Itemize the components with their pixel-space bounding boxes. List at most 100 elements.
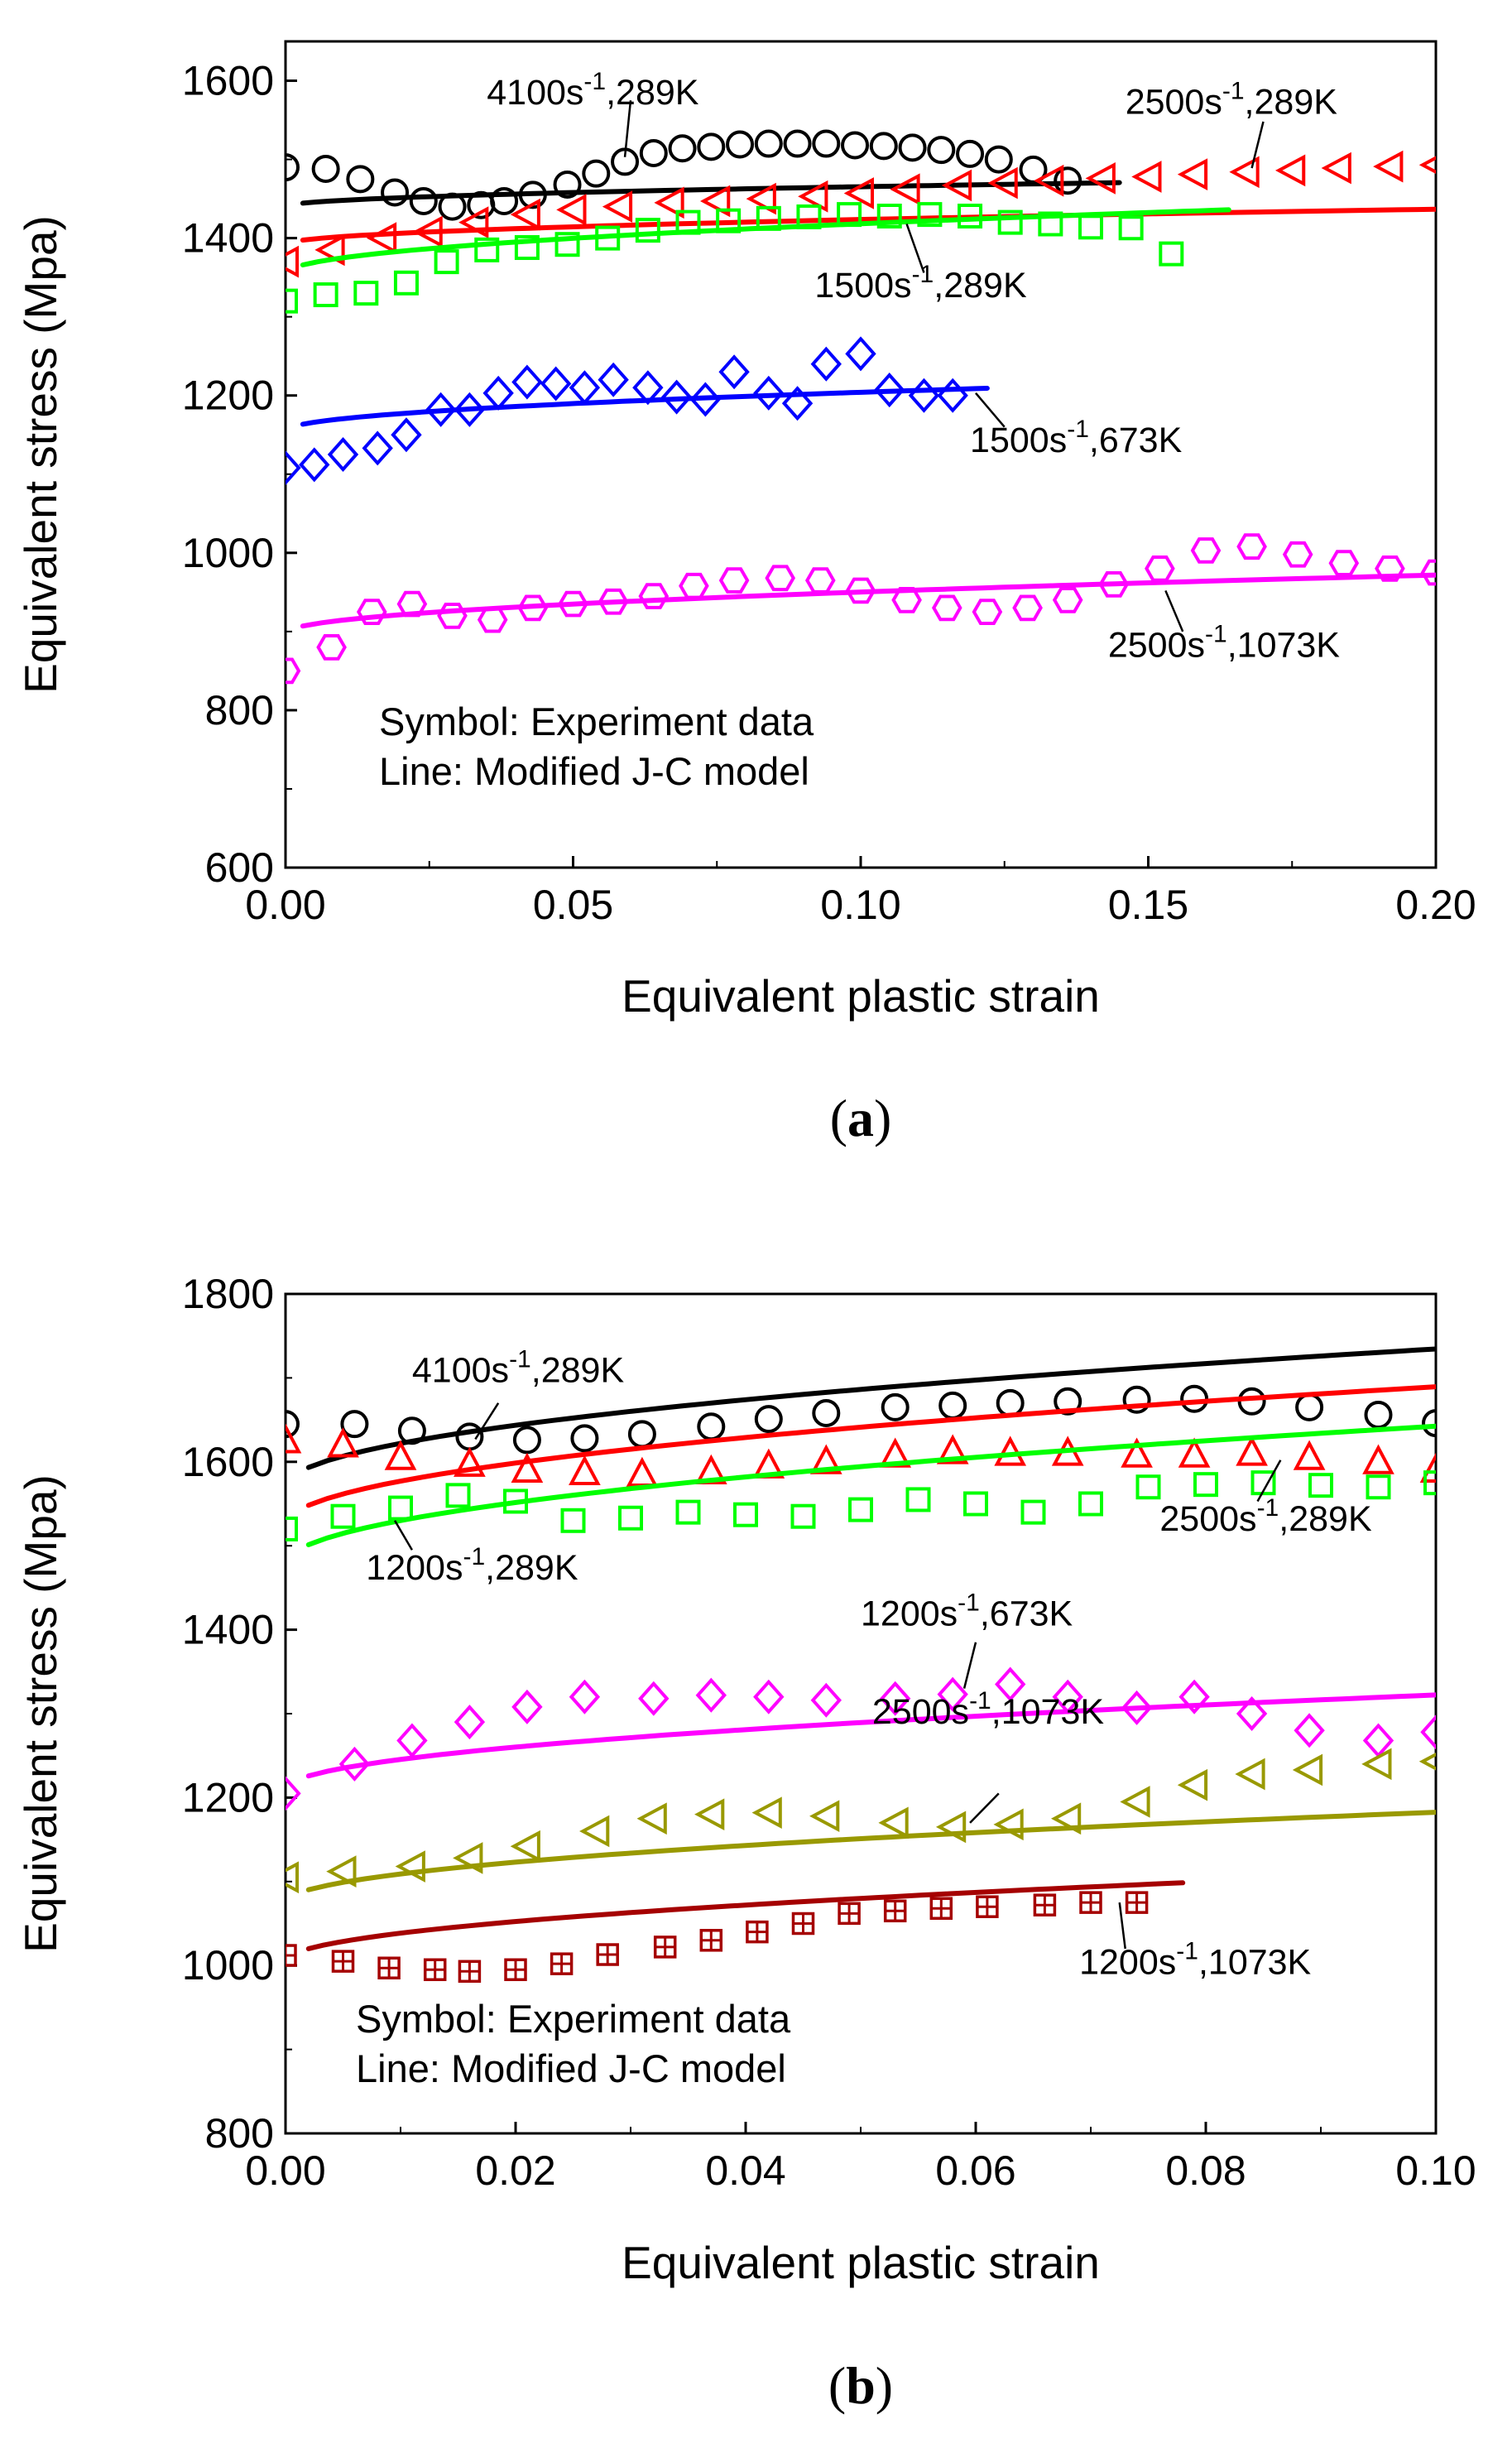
y-tick-label-a-1: 800 [205,687,274,733]
marker-b-1200-1073-1 [331,1950,355,1973]
series-label-a-2500-1073-main: 2500s [1108,625,1205,665]
marker-b-2500-1073-15 [1177,1768,1208,1801]
marker-b-4100-289-12 [996,1388,1025,1417]
marker-b-4100-289-6 [627,1420,656,1449]
marker-b-2500-289-3 [454,1446,486,1477]
series-label-b-2500-1073-sup: -1 [969,1687,991,1714]
marker-a-2500-1073-1 [316,634,347,661]
marker-a-1500-673-22 [937,378,968,413]
plot-frame-a [284,40,1438,869]
leader-line-a-1500-289 [905,224,925,273]
marker-a-1500-289-21 [1118,215,1144,241]
chart-panel-b: 800 1000 1200 1400 1600 1800 0.00 0.02 0.04 0.06 0… [15,1271,1476,2415]
series-label-a-1500-673-sup: -1 [1067,416,1089,443]
marker-a-1500-673-13 [660,379,693,415]
marker-a-1500-289-2 [353,281,379,306]
marker-b-2500-1073-16 [1235,1758,1265,1791]
y-axis-title-a: Equivalent stress (Mpa) [15,215,66,694]
marker-b-1200-1073-18 [1125,1891,1149,1914]
marker-a-1500-673-14 [689,382,722,417]
marker-a-2500-289-19 [1177,158,1208,190]
marker-a-1500-289-0 [286,288,298,314]
marker-b-1200-673-17 [1294,1713,1325,1748]
series-label-b-1200-289-tail: ,289K [485,1548,578,1588]
y-tick-label-b-2: 1200 [182,1774,274,1820]
panel-caption-letter-a: a [847,1089,874,1147]
marker-a-4100-289-20 [869,132,898,161]
marker-a-1500-673-12 [632,370,664,406]
marker-b-1200-673-3 [454,1705,486,1740]
series-label-b-1200-1073-main: 1200s [1079,1942,1176,1982]
marker-b-2500-1073-14 [1120,1786,1150,1818]
marker-b-1200-673-6 [638,1681,670,1716]
marker-a-1500-673-17 [781,386,814,421]
marker-a-4100-289-8 [518,180,547,209]
marker-a-4100-289-24 [984,145,1013,174]
marker-b-1200-1073-13 [883,1899,907,1923]
marker-a-2500-289-16 [1034,164,1064,197]
leader-line-a-1500-673 [975,392,1006,428]
x-tick-label-a-3: 0.15 [1108,882,1188,928]
series-a-2500-289 [286,150,1436,278]
marker-b-1200-673-4 [511,1689,543,1724]
marker-b-1200-673-15 [1178,1679,1210,1714]
series-label-a-1500-289-main: 1500s [814,266,911,305]
series-label-b-1200-1073: 1200s-1,1073K [1079,1937,1311,1982]
marker-b-1200-1073-14 [929,1897,953,1920]
x-tick-label-a-4: 0.20 [1395,882,1476,928]
marker-b-1200-1073-7 [596,1943,619,1966]
marker-a-2500-1073-0 [286,657,301,685]
marker-b-1200-289-15 [1135,1474,1161,1500]
marker-b-2500-1073-1 [326,1855,357,1888]
marker-a-4100-289-7 [490,186,519,215]
marker-b-2500-289-18 [1362,1444,1394,1474]
plot-area-a [286,129,1436,685]
marker-b-1200-289-2 [388,1495,413,1521]
marker-a-1500-673-15 [718,354,750,390]
marker-a-2500-1073-20 [1098,571,1130,598]
series-label-b-2500-1073-main: 2500s [872,1692,969,1732]
marker-a-2500-1073-17 [972,599,1003,625]
marker-a-2500-1073-24 [1282,541,1313,568]
marker-b-1200-289-9 [790,1503,816,1529]
marker-a-2500-1073-7 [558,590,588,618]
marker-a-1500-289-18 [997,209,1023,235]
marker-b-4100-289-14 [1122,1385,1151,1414]
y-tick-label-a-2: 1000 [182,530,274,576]
marker-b-2500-1073-8 [751,1796,782,1829]
marker-b-4100-289-9 [812,1398,841,1427]
marker-b-4100-289-7 [697,1412,726,1441]
marker-a-1500-289-4 [434,249,459,275]
marker-a-4100-289-2 [346,165,375,194]
marker-a-1500-289-10 [675,209,701,235]
series-label-a-1500-289-tail: ,289K [934,266,1027,305]
marker-a-4100-289-19 [841,131,870,160]
marker-a-1500-673-9 [540,366,572,402]
marker-a-2500-1073-3 [396,590,428,618]
series-label-b-1200-673: 1200s-1,673K [861,1589,1073,1634]
marker-a-2500-289-14 [941,169,972,202]
marker-b-2500-289-4 [511,1452,544,1483]
marker-a-2500-1073-9 [638,583,670,609]
marker-b-1200-673-16 [1236,1695,1268,1732]
marker-a-4100-289-25 [1019,155,1048,184]
marker-b-1200-1073-5 [504,1958,527,1982]
series-label-b-2500-289-tail: ,289K [1279,1499,1372,1539]
marker-a-2500-289-17 [1085,162,1116,195]
leader-line-b-2500-1073 [969,1792,1000,1824]
marker-b-1200-673-2 [396,1723,428,1758]
note-a-0: Symbol: Experiment data [379,700,814,743]
marker-a-1500-289-17 [958,204,983,229]
series-label-a-1500-289-sup: -1 [912,261,934,288]
series-label-b-2500-289: 2500s-1,289K [1159,1494,1372,1539]
marker-b-1200-289-17 [1250,1470,1276,1496]
model-line-a-2500-289 [300,206,1436,243]
note-b-1: Line: Modified J-C model [356,2046,786,2090]
series-label-b-1200-1073-tail: ,1073K [1198,1942,1312,1982]
marker-a-1500-289-6 [514,235,540,261]
marker-b-4100-289-0 [286,1410,300,1439]
y-tick-label-a-4: 1400 [182,215,274,262]
marker-a-2500-1073-26 [1375,555,1405,582]
series-label-a-4100-289-sup: -1 [583,68,606,95]
marker-a-1500-289-5 [474,237,500,262]
